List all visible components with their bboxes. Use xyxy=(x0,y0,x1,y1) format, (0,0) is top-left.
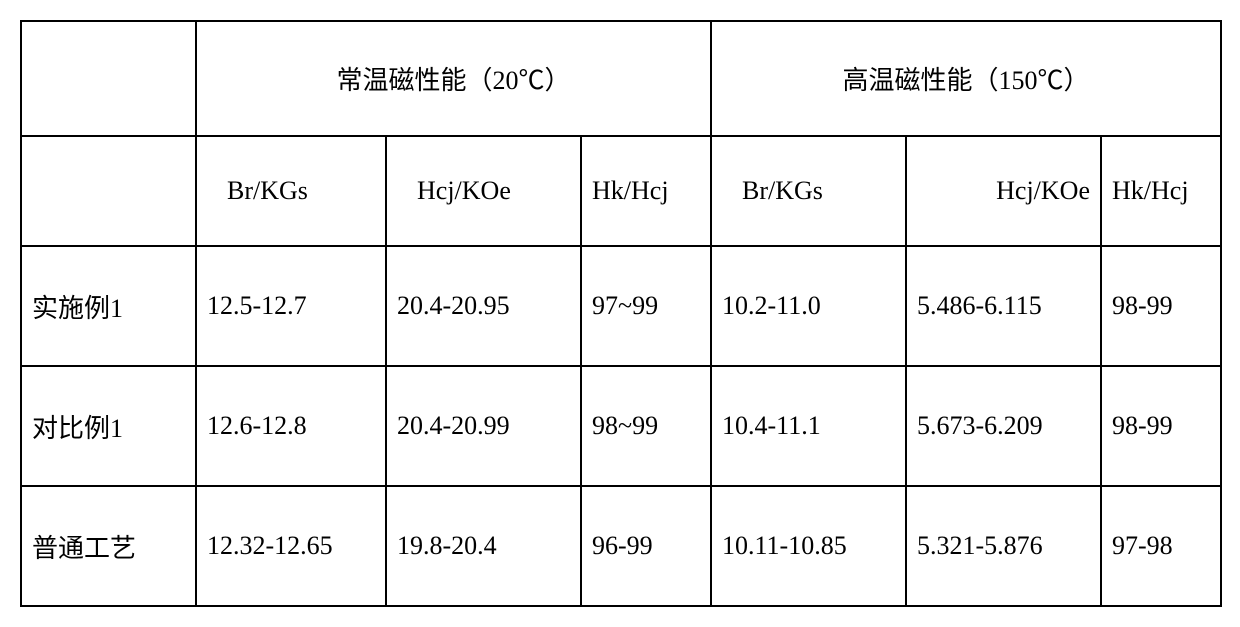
hk-hcj-header-2: Hk/Hcj xyxy=(1101,136,1221,246)
data-cell: 5.486-6.115 xyxy=(906,246,1101,366)
data-cell: 10.2-11.0 xyxy=(711,246,906,366)
magnetic-properties-table-container: 常温磁性能（20℃） 高温磁性能（150℃） Br/KGs Hcj/KOe Hk… xyxy=(20,20,1220,607)
row-label: 普通工艺 xyxy=(21,486,196,606)
table-row: 实施例1 12.5-12.7 20.4-20.95 97~99 10.2-11.… xyxy=(21,246,1221,366)
row-label: 对比例1 xyxy=(21,366,196,486)
data-cell: 12.32-12.65 xyxy=(196,486,386,606)
table-row: 普通工艺 12.32-12.65 19.8-20.4 96-99 10.11-1… xyxy=(21,486,1221,606)
row-label: 实施例1 xyxy=(21,246,196,366)
data-cell: 12.6-12.8 xyxy=(196,366,386,486)
br-kgs-header-2: Br/KGs xyxy=(711,136,906,246)
br-kgs-header-1: Br/KGs xyxy=(196,136,386,246)
blank-sub-header xyxy=(21,136,196,246)
data-cell: 10.11-10.85 xyxy=(711,486,906,606)
room-temp-group-header: 常温磁性能（20℃） xyxy=(196,21,711,136)
table-row: 对比例1 12.6-12.8 20.4-20.99 98~99 10.4-11.… xyxy=(21,366,1221,486)
data-cell: 97-98 xyxy=(1101,486,1221,606)
high-temp-group-header: 高温磁性能（150℃） xyxy=(711,21,1221,136)
data-cell: 97~99 xyxy=(581,246,711,366)
data-cell: 20.4-20.95 xyxy=(386,246,581,366)
data-cell: 5.673-6.209 xyxy=(906,366,1101,486)
hcj-koe-header-1: Hcj/KOe xyxy=(386,136,581,246)
data-cell: 19.8-20.4 xyxy=(386,486,581,606)
data-cell: 98-99 xyxy=(1101,366,1221,486)
hcj-koe-header-2: Hcj/KOe xyxy=(906,136,1101,246)
data-cell: 5.321-5.876 xyxy=(906,486,1101,606)
sub-header-row: Br/KGs Hcj/KOe Hk/Hcj Br/KGs Hcj/KOe Hk/… xyxy=(21,136,1221,246)
hk-hcj-header-1: Hk/Hcj xyxy=(581,136,711,246)
data-cell: 96-99 xyxy=(581,486,711,606)
magnetic-properties-table: 常温磁性能（20℃） 高温磁性能（150℃） Br/KGs Hcj/KOe Hk… xyxy=(20,20,1222,607)
data-cell: 98~99 xyxy=(581,366,711,486)
data-cell: 10.4-11.1 xyxy=(711,366,906,486)
blank-header-cell xyxy=(21,21,196,136)
data-cell: 12.5-12.7 xyxy=(196,246,386,366)
group-header-row: 常温磁性能（20℃） 高温磁性能（150℃） xyxy=(21,21,1221,136)
data-cell: 20.4-20.99 xyxy=(386,366,581,486)
data-cell: 98-99 xyxy=(1101,246,1221,366)
